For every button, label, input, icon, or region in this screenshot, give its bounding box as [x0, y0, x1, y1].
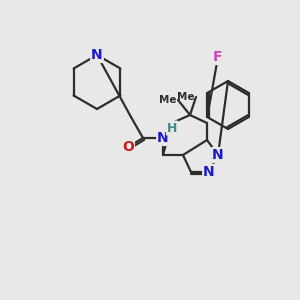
Text: N: N	[91, 48, 103, 62]
Text: N: N	[212, 148, 224, 162]
Text: Me: Me	[176, 92, 194, 102]
Text: N: N	[203, 165, 215, 179]
Text: H: H	[167, 122, 177, 134]
Text: O: O	[122, 140, 134, 154]
Text: F: F	[213, 50, 223, 64]
Text: N: N	[157, 131, 169, 145]
Text: Me: Me	[158, 95, 176, 105]
